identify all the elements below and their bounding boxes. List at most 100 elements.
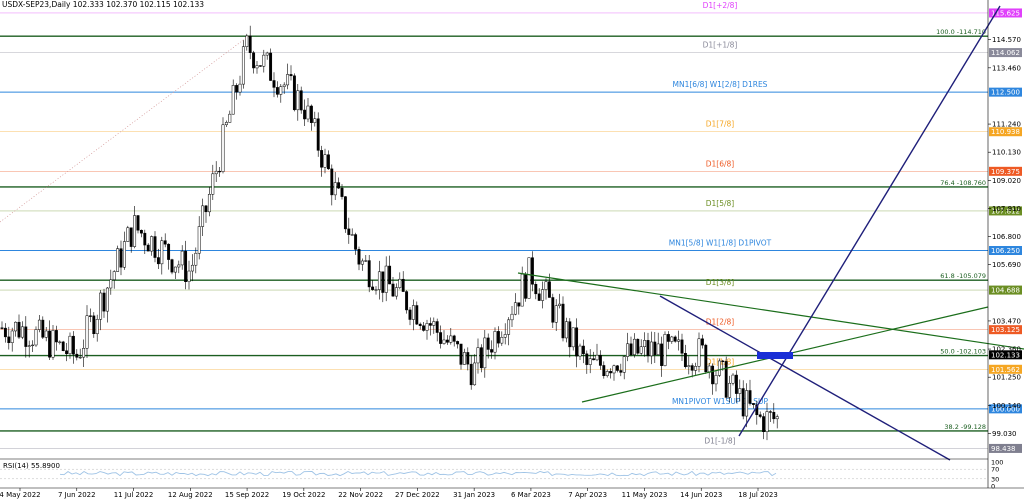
candle-body <box>473 362 477 386</box>
candle-body <box>7 336 11 343</box>
candle-body <box>449 335 453 343</box>
candle-body <box>581 345 585 355</box>
candle-body <box>201 205 205 227</box>
candle-body <box>422 325 426 331</box>
candle-body <box>255 65 259 69</box>
current-price-badge <box>989 350 1022 360</box>
level-badge-text: 98.438 <box>991 445 1016 453</box>
candle-body <box>442 339 446 344</box>
candle-body <box>241 46 245 85</box>
level-badge <box>989 127 1022 137</box>
candle-body <box>578 345 582 357</box>
level-label: D1[+1/8] <box>703 41 738 50</box>
candle-body <box>126 227 130 242</box>
price-axis: 114.570 113.460 111.240 110.130 109.020 107.9… <box>0 0 1024 489</box>
candle-body <box>666 334 670 342</box>
candle-body <box>490 349 494 353</box>
candle-body <box>530 257 534 285</box>
y-tick-label: 101.250 <box>992 374 1021 382</box>
candle-body <box>364 260 368 262</box>
candle-body <box>673 336 677 342</box>
fib-label: 50.0 -102.103 <box>940 348 986 356</box>
candle-body <box>612 365 616 374</box>
candle-body <box>224 122 228 126</box>
candle-body <box>483 337 487 369</box>
candle-body <box>180 250 184 266</box>
level-badge <box>989 8 1022 18</box>
candle-body <box>643 340 647 347</box>
candle-body <box>534 283 538 295</box>
candle-body <box>350 234 354 236</box>
candle-body <box>303 109 307 120</box>
candle-body <box>670 336 674 342</box>
candle-body <box>265 52 269 56</box>
fib-label: 100.0 -114.710 <box>936 28 986 36</box>
candle-body <box>527 257 531 299</box>
candle-body <box>235 85 239 93</box>
level-label: MN1[5/8] W1[1/8] D1PIVOT <box>669 239 772 248</box>
candle-body <box>160 240 164 265</box>
level-badge <box>989 325 1022 335</box>
candle-body <box>694 366 698 371</box>
candle-body <box>731 374 735 384</box>
level-badge <box>989 87 1022 97</box>
y-tick-label: 109.020 <box>992 177 1021 185</box>
candle-body <box>258 65 262 67</box>
navy-trendline-up <box>738 5 1001 437</box>
level-badge <box>989 364 1022 374</box>
candle-body <box>320 150 324 168</box>
rsi-line <box>59 470 777 477</box>
candle-body <box>377 271 381 290</box>
candle-body <box>306 105 310 120</box>
candle-body <box>547 281 551 298</box>
navy-trendline-down <box>659 295 951 461</box>
y-tick-label: 103.470 <box>992 317 1021 325</box>
level-badge-text: 115.625 <box>991 9 1020 17</box>
candle-body <box>768 411 772 413</box>
candle-body <box>775 416 779 420</box>
candle-body <box>279 86 283 95</box>
candle-body <box>231 85 235 115</box>
candle-body <box>690 365 694 371</box>
candle-body <box>245 35 249 47</box>
candle-body <box>415 305 419 325</box>
candle-body <box>61 341 65 352</box>
candle-body <box>71 335 75 355</box>
candle-body <box>340 187 344 197</box>
candle-body <box>116 248 120 272</box>
candle-body <box>54 330 58 343</box>
candle-body <box>551 297 555 323</box>
rsi-label: RSI(14) 55.8900 <box>3 462 60 470</box>
candle-body <box>510 313 514 321</box>
candle-body <box>173 266 177 273</box>
y-tick-label: 107.910 <box>992 205 1021 213</box>
candle-body <box>741 388 745 417</box>
candle-body <box>520 273 524 307</box>
level-label: MN1[6/8] W1[2/8] D1RES <box>673 80 768 89</box>
trendlines <box>0 5 1024 461</box>
x-tick-label: 19 Oct 2022 <box>282 491 325 499</box>
level-badge-text: 101.562 <box>991 366 1020 374</box>
candle-body <box>592 358 596 361</box>
candle-body <box>598 354 602 366</box>
candle-body <box>31 344 35 347</box>
candle-body <box>707 365 711 373</box>
candle-body <box>564 321 568 339</box>
candle-body <box>677 339 681 342</box>
chart-title: USDX-SEP23,Daily 102.333 102.370 102.115… <box>2 0 205 9</box>
x-tick-label: 12 Aug 2022 <box>168 491 213 499</box>
candle-body <box>517 302 521 307</box>
candle-body <box>286 74 290 86</box>
candle-body <box>554 305 558 323</box>
candle-body <box>493 331 497 353</box>
level-badge <box>989 48 1022 58</box>
level-label: D1[+2/8] <box>703 1 738 10</box>
level-badge-text: 110.938 <box>991 128 1020 136</box>
candle-body <box>170 259 174 273</box>
candle-body <box>660 343 664 366</box>
candle-body <box>330 168 334 196</box>
candle-body <box>571 327 575 348</box>
candle-body <box>211 173 215 195</box>
